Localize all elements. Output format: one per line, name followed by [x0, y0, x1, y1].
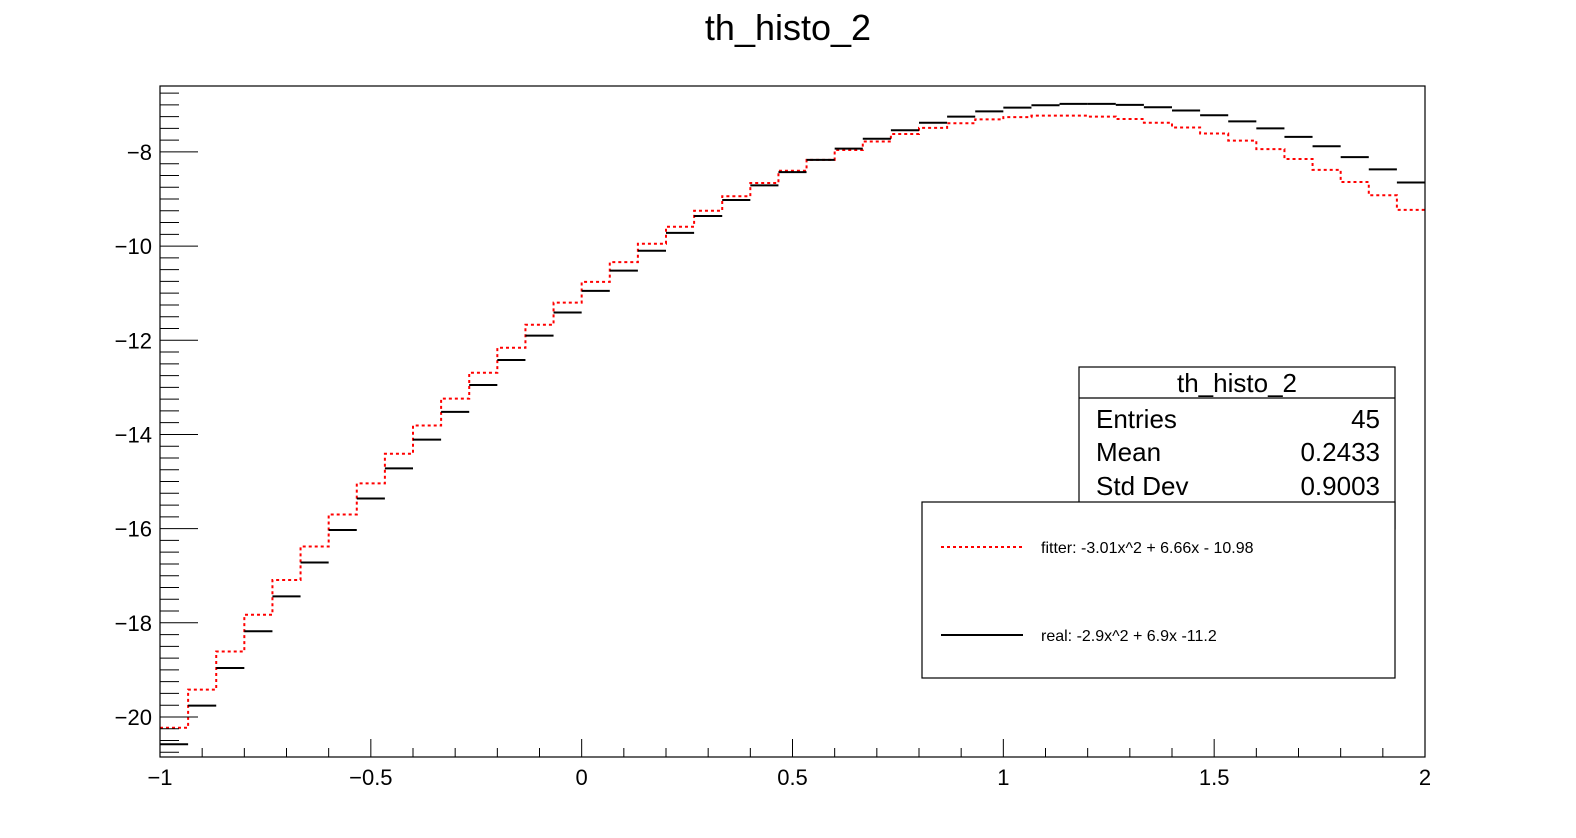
x-tick-label: 0.5 — [777, 765, 808, 790]
legend-real-label: real: -2.9x^2 + 6.9x -11.2 — [1041, 628, 1217, 645]
stats-box-title: th_histo_2 — [1177, 368, 1297, 398]
axes: −1 −0.5 0 0.5 1 1.5 2 −20 −18 −16 −14 −12 −10 −8 — [115, 85, 1431, 790]
y-tick-label: −10 — [115, 234, 152, 259]
stats-mean-label: Mean — [1096, 437, 1161, 467]
y-tick-label: −8 — [127, 140, 152, 165]
legend-fitter-label: fitter: -3.01x^2 + 6.66x - 10.98 — [1041, 540, 1254, 557]
stats-entries-value: 45 — [1351, 404, 1380, 434]
x-tick-label: 1 — [997, 765, 1009, 790]
plot-area — [160, 102, 1425, 746]
stats-stddev-value: 0.9003 — [1300, 471, 1380, 501]
x-tick-label: −1 — [147, 765, 172, 790]
y-tick-label: −18 — [115, 611, 152, 636]
stats-stddev-label: Std Dev — [1096, 471, 1189, 501]
y-tick-label: −16 — [115, 517, 152, 542]
y-tick-label: −20 — [115, 705, 152, 730]
y-tick-label: −14 — [115, 422, 152, 447]
legend: fitter: -3.01x^2 + 6.66x - 10.98 real: -… — [921, 501, 1396, 679]
y-tick-label: −12 — [115, 328, 152, 353]
x-tick-label: 0 — [576, 765, 588, 790]
legend-frame — [921, 501, 1396, 679]
x-tick-label: −0.5 — [349, 765, 392, 790]
x-tick-label: 1.5 — [1199, 765, 1230, 790]
x-tick-label: 2 — [1419, 765, 1431, 790]
stats-mean-value: 0.2433 — [1300, 437, 1380, 467]
stats-entries-label: Entries — [1096, 404, 1177, 434]
chart-title: th_histo_2 — [705, 7, 871, 48]
